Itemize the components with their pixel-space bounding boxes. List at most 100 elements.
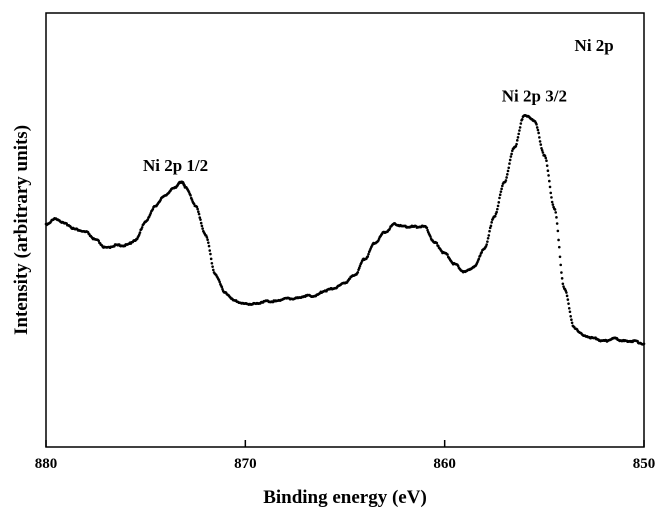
data-point (537, 131, 540, 135)
data-point (137, 233, 141, 236)
data-point (519, 122, 523, 125)
data-point (518, 129, 521, 132)
data-point (548, 185, 552, 189)
data-point (535, 123, 538, 126)
data-point (565, 291, 568, 294)
data-point (211, 265, 214, 268)
data-point (515, 142, 518, 146)
data-point (199, 218, 202, 221)
data-point (553, 208, 557, 211)
data-point (538, 140, 542, 143)
plot-frame (45, 12, 645, 448)
y-axis-title: Intensity (arbitrary units) (11, 125, 32, 335)
data-point (201, 227, 204, 230)
data-point (487, 234, 491, 237)
data-point (192, 202, 196, 206)
peak-annotation: Ni 2p (575, 36, 614, 55)
data-point (496, 207, 499, 211)
peak-annotation: Ni 2p 3/2 (502, 87, 567, 106)
data-point (547, 174, 550, 177)
data-point (197, 212, 201, 216)
data-point (197, 210, 200, 213)
data-point (357, 266, 361, 270)
data-point (543, 154, 547, 158)
data-point (498, 196, 501, 200)
data-point (212, 268, 215, 272)
data-point (570, 318, 573, 322)
data-point (506, 173, 509, 176)
data-point (488, 226, 492, 230)
data-point (207, 244, 211, 248)
data-point (198, 216, 202, 219)
data-point (540, 146, 543, 150)
data-point (220, 285, 224, 289)
data-point (569, 314, 572, 318)
data-point (538, 136, 541, 139)
data-point (500, 187, 503, 191)
data-point (505, 176, 508, 179)
data-point (209, 257, 213, 261)
data-point (138, 231, 142, 234)
data-point (541, 151, 545, 154)
data-point (151, 207, 155, 211)
data-point (568, 310, 572, 314)
x-tick-label: 850 (633, 456, 656, 472)
x-axis-title: Binding energy (eV) (263, 487, 427, 508)
data-point (97, 239, 100, 243)
data-point (356, 270, 360, 274)
data-point (567, 302, 570, 305)
data-point (508, 162, 511, 165)
data-point (190, 198, 194, 201)
data-point (570, 321, 574, 325)
data-point (516, 136, 520, 139)
data-point (510, 152, 513, 156)
data-point (210, 261, 214, 265)
data-point (486, 236, 490, 240)
data-point (195, 205, 199, 209)
data-point (208, 249, 212, 252)
data-point (489, 224, 493, 228)
x-tick-label: 870 (234, 456, 257, 472)
data-point (495, 210, 498, 214)
data-point (493, 214, 497, 218)
data-point (388, 227, 392, 230)
data-point (206, 238, 209, 241)
data-point (567, 306, 571, 310)
data-point (205, 235, 209, 239)
data-point (485, 243, 488, 246)
data-point (549, 191, 553, 195)
data-point (511, 149, 514, 153)
data-point (642, 342, 646, 346)
data-point (508, 158, 512, 162)
data-point (140, 226, 144, 229)
data-point (555, 222, 559, 225)
data-point (557, 238, 560, 242)
data-point (497, 201, 501, 204)
data-point (555, 216, 558, 219)
data-point (554, 211, 558, 214)
data-point (507, 166, 511, 170)
data-point (358, 264, 362, 268)
data-point (477, 257, 481, 261)
data-point (550, 200, 554, 204)
data-point (560, 271, 563, 274)
x-tick-label: 880 (35, 456, 58, 472)
peak-annotation: Ni 2p 1/2 (143, 156, 208, 175)
data-point (499, 190, 503, 193)
data-point (557, 245, 561, 249)
data-point (480, 251, 483, 254)
data-point (565, 294, 569, 298)
data-point (146, 218, 150, 221)
x-ticks: 880 870 860 850 (35, 440, 656, 472)
data-point (199, 221, 203, 225)
data-point (545, 164, 549, 167)
data-point (367, 252, 370, 256)
data-point (551, 203, 555, 206)
data-point (366, 255, 370, 258)
data-point (562, 285, 565, 288)
data-point (536, 128, 540, 132)
x-tick-label: 860 (433, 456, 456, 472)
data-point (556, 229, 560, 233)
data-point (425, 226, 429, 230)
